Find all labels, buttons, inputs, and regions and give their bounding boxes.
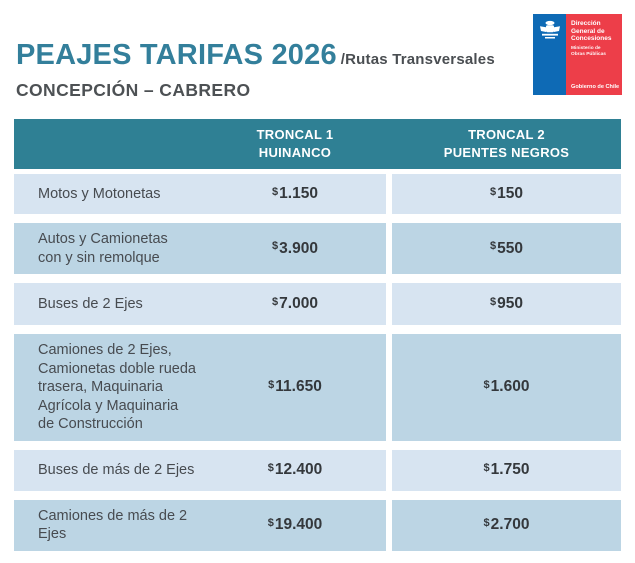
- price-troncal2: $1.600: [483, 378, 530, 396]
- price-troncal2: $950: [490, 295, 523, 312]
- column-header-troncal2: TRONCAL 2 PUENTES NEGROS: [392, 126, 621, 161]
- row-label: Autos y Camionetas con y sin remolque: [38, 231, 168, 266]
- row-label: Camiones de más de 2 Ejes: [38, 507, 188, 543]
- row-label: Motos y Motonetas: [38, 185, 161, 202]
- table-row: Buses de más de 2 Ejes $12.400 $1.750: [14, 449, 621, 491]
- logo-red-panel: Dirección General de Concesiones Ministe…: [566, 14, 622, 95]
- table-header: TRONCAL 1 HUINANCO TRONCAL 2 PUENTES NEG…: [14, 119, 621, 169]
- currency-symbol: $: [483, 461, 490, 474]
- price-troncal2: $150: [490, 185, 523, 202]
- page-title-suffix: /Rutas Transversales: [340, 51, 495, 68]
- logo-blue-panel: [533, 14, 566, 95]
- logo-ministry-name: Ministerio de Obras Públicas: [571, 45, 606, 57]
- price-troncal2: $1.750: [483, 461, 530, 478]
- column-header-troncal1-line2: HUINANCO: [258, 145, 332, 160]
- page-subtitle: CONCEPCIÓN – CABRERO: [16, 80, 251, 100]
- currency-symbol: $: [483, 378, 490, 391]
- column-header-troncal1: TRONCAL 1 HUINANCO: [204, 126, 386, 161]
- tariff-poster: Dirección General de Concesiones Ministe…: [0, 0, 635, 551]
- price-troncal2: $550: [490, 239, 523, 257]
- logo-org-name: Dirección General de Concesiones: [571, 20, 612, 43]
- logo-footer-text: Gobierno de Chile: [571, 84, 620, 90]
- currency-symbol: $: [483, 516, 490, 529]
- row-label: Buses de 2 Ejes: [38, 295, 143, 312]
- table-row: Camiones de más de 2 Ejes $19.400 $2.700: [14, 499, 621, 551]
- page-title: PEAJES TARIFAS 2026: [16, 39, 337, 71]
- price-troncal1: $12.400: [267, 461, 323, 478]
- chile-coat-of-arms-icon: [538, 20, 562, 49]
- price-troncal1: $19.400: [267, 516, 323, 533]
- table-row: Buses de 2 Ejes $7.000 $950: [14, 283, 621, 325]
- column-header-troncal2-line1: TRONCAL 2: [468, 127, 545, 143]
- table-row: Autos y Camionetas con y sin remolque $3…: [14, 223, 621, 274]
- price-troncal1: $7.000: [272, 295, 318, 312]
- price-troncal1: $1.150: [272, 185, 318, 202]
- currency-symbol: $: [272, 240, 279, 252]
- table-body: Motos y Motonetas $1.150 $150 Autos y Ca…: [14, 174, 621, 551]
- header: PEAJES TARIFAS 2026/Rutas Transversales …: [0, 0, 635, 101]
- currency-symbol: $: [272, 185, 279, 198]
- price-troncal1: $11.650: [268, 378, 322, 396]
- column-header-troncal2-line2: PUENTES NEGROS: [443, 145, 570, 160]
- currency-symbol: $: [490, 240, 497, 252]
- gobierno-de-chile-logo: Dirección General de Concesiones Ministe…: [533, 14, 622, 95]
- table-row: Camiones de 2 Ejes, Camionetas doble rue…: [14, 334, 621, 441]
- currency-symbol: $: [267, 516, 274, 529]
- page-title-line: PEAJES TARIFAS 2026/Rutas Transversales: [16, 39, 635, 72]
- currency-symbol: $: [490, 185, 497, 198]
- currency-symbol: $: [268, 378, 275, 391]
- price-troncal2: $2.700: [483, 516, 530, 533]
- column-header-troncal1-line1: TRONCAL 1: [256, 127, 334, 143]
- currency-symbol: $: [490, 295, 497, 308]
- currency-symbol: $: [272, 295, 279, 308]
- row-label: Camiones de 2 Ejes, Camionetas doble rue…: [38, 342, 196, 432]
- tariff-table: TRONCAL 1 HUINANCO TRONCAL 2 PUENTES NEG…: [14, 119, 621, 551]
- currency-symbol: $: [267, 461, 274, 474]
- price-troncal1: $3.900: [272, 239, 318, 257]
- row-label: Buses de más de 2 Ejes: [38, 461, 195, 478]
- table-row: Motos y Motonetas $1.150 $150: [14, 174, 621, 214]
